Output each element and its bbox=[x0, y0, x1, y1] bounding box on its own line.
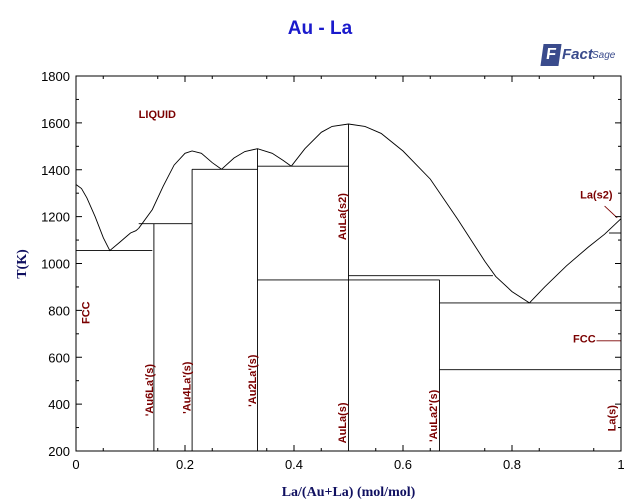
phase-boundaries bbox=[75, 123, 622, 451]
y-tick-label: 1000 bbox=[41, 257, 70, 272]
phase-label: FCC bbox=[80, 301, 92, 324]
chart-title: Au - La bbox=[287, 18, 353, 39]
x-tick-label: 1 bbox=[617, 457, 624, 472]
x-tick-label: 0.8 bbox=[503, 457, 521, 472]
phase-label: 'Au6La'(s) bbox=[144, 364, 156, 417]
x-tick-label: 0.6 bbox=[394, 457, 412, 472]
factsage-logo: F Fact Sage bbox=[540, 42, 620, 72]
y-tick-label: 1800 bbox=[41, 69, 70, 84]
y-tick-label: 800 bbox=[48, 303, 70, 318]
y-tick-label: 200 bbox=[48, 444, 70, 459]
x-tick-label: 0.4 bbox=[285, 457, 303, 472]
phase-label: La(s) bbox=[607, 405, 619, 432]
x-tick-label: 0 bbox=[72, 457, 79, 472]
y-axis-label: T(K) bbox=[15, 249, 30, 279]
phase-label: AuLa(s2) bbox=[337, 193, 349, 240]
phase-boundary-line bbox=[290, 123, 530, 304]
phase-boundary-line bbox=[529, 218, 622, 304]
phase-label: LIQUID bbox=[139, 109, 176, 121]
y-tick-label: 600 bbox=[48, 350, 70, 365]
phase-label: 'Au4La'(s) bbox=[182, 361, 194, 414]
phase-label: 'Au2La'(s) bbox=[247, 354, 259, 407]
phase-label: AuLa(s) bbox=[337, 402, 349, 443]
phase-labels: LIQUID FCC 'Au6La'(s) 'Au4La'(s) 'Au2La'(s) A… bbox=[80, 109, 618, 443]
y-tick-label: 1200 bbox=[41, 210, 70, 225]
axis-ticks: 0 0.2 0.4 0.6 0.8 120040060080010001200140016… bbox=[41, 69, 625, 472]
logo-word-sage: Sage bbox=[592, 50, 616, 61]
y-tick-label: 400 bbox=[48, 397, 70, 412]
phase-label: FCC bbox=[573, 334, 596, 346]
phase-boundary-line bbox=[75, 184, 139, 252]
phase-label: La(s2) bbox=[580, 189, 613, 201]
phase-boundary-line bbox=[138, 150, 222, 229]
x-tick-label: 0.2 bbox=[176, 457, 194, 472]
logo-word-fact: Fact bbox=[562, 46, 593, 63]
x-axis-label: La/(Au+La) (mol/mol) bbox=[282, 485, 416, 500]
phase-boundary-line bbox=[604, 205, 618, 219]
y-tick-label: 1600 bbox=[41, 116, 70, 131]
phase-label: 'AuLa2'(s) bbox=[428, 389, 440, 442]
y-tick-label: 1400 bbox=[41, 163, 70, 178]
